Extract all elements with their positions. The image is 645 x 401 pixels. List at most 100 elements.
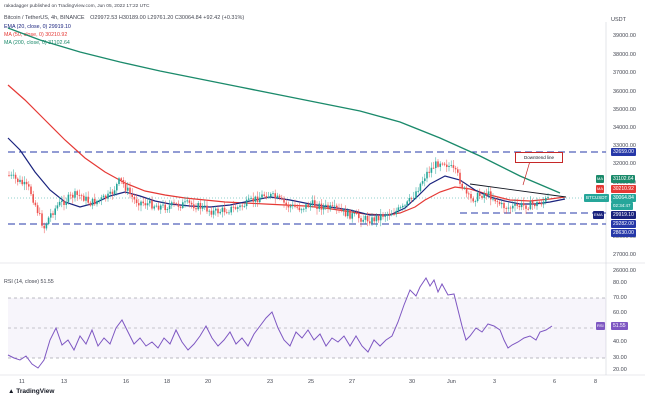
candle-up — [483, 193, 485, 198]
candle-down — [179, 206, 182, 208]
candle-up — [333, 205, 336, 207]
ohlc-values: O29972.53 H30189.00 L29761.20 C30064.84 … — [90, 15, 245, 21]
callout-pointer — [522, 160, 531, 186]
candle-down — [307, 204, 309, 208]
rsi-tick: 60.00 — [613, 310, 627, 316]
candle-up — [212, 210, 215, 215]
candle-up — [186, 200, 188, 202]
candle-up — [230, 206, 232, 213]
candle-up — [221, 207, 224, 212]
candle-up — [292, 204, 294, 207]
candle-down — [437, 161, 439, 167]
rsi-tick: 20.00 — [613, 367, 627, 373]
candle-up — [415, 191, 417, 198]
candle-up — [476, 192, 479, 202]
downtrend-annotation[interactable]: Downtrend line — [515, 152, 563, 163]
candle-down — [111, 191, 114, 195]
candle-up — [254, 196, 257, 202]
candle-down — [327, 204, 329, 209]
rsi-legend[interactable]: RSI (14, close) 51.55 — [4, 279, 54, 285]
candle-down — [217, 208, 219, 214]
candle-down — [344, 209, 347, 217]
candle-up — [215, 208, 217, 211]
candle-down — [338, 208, 340, 210]
candle-up — [362, 219, 364, 222]
candle-up — [91, 198, 94, 206]
price-tick: 34000.00 — [613, 125, 636, 131]
candle-up — [116, 183, 118, 191]
legend-ma200[interactable]: MA (200, close, 0) 31102.64 — [4, 40, 70, 46]
candle-up — [474, 201, 477, 202]
time-tick: 8 — [594, 379, 598, 385]
candle-up — [276, 195, 279, 198]
candle-down — [454, 167, 457, 170]
candle-down — [226, 212, 228, 214]
candle-down — [294, 204, 296, 207]
logo-text: TradingView — [16, 388, 55, 395]
candle-down — [518, 205, 521, 208]
tradingview-logo[interactable]: ▲ TradingView — [8, 388, 54, 395]
candle-down — [461, 183, 463, 188]
candle-down — [76, 191, 78, 195]
candle-up — [168, 205, 171, 210]
candle-down — [138, 203, 140, 206]
candle-down — [281, 197, 283, 199]
candle-down — [234, 207, 237, 209]
candle-up — [228, 212, 230, 214]
candle-up — [439, 163, 441, 167]
legend-ma50[interactable]: MA (50, close, 0) 30210.92 — [4, 32, 68, 38]
candle-up — [162, 204, 164, 206]
candlestick-series — [8, 157, 549, 234]
candle-down — [52, 213, 54, 215]
ma50-price-tag: 30210.92 — [611, 185, 636, 193]
candle-up — [520, 203, 523, 208]
price-tick: 33000.00 — [613, 143, 636, 149]
candle-down — [41, 213, 43, 226]
candle-up — [184, 201, 186, 203]
candle-up — [237, 207, 239, 209]
candle-down — [122, 180, 125, 185]
time-tick: 30 — [409, 379, 416, 385]
candle-down — [193, 204, 195, 209]
price-tick: 38000.00 — [613, 52, 636, 58]
candle-up — [305, 204, 307, 209]
candle-down — [133, 196, 136, 200]
candle-up — [408, 198, 411, 202]
candle-up — [325, 204, 327, 207]
candle-up — [61, 200, 63, 202]
candle-down — [164, 204, 166, 211]
candle-down — [17, 178, 19, 182]
time-tick: 3 — [493, 379, 497, 385]
candle-down — [177, 203, 180, 207]
price-tick: 32000.00 — [613, 161, 636, 167]
candle-down — [505, 208, 507, 209]
candle-up — [149, 200, 151, 204]
candle-down — [72, 194, 74, 198]
candle-down — [525, 205, 527, 209]
candle-down — [188, 200, 191, 203]
candle-up — [351, 213, 353, 219]
candle-down — [124, 184, 127, 191]
candle-up — [402, 205, 404, 208]
candle-up — [395, 210, 397, 215]
candle-up — [85, 196, 87, 201]
candle-up — [102, 195, 105, 198]
candle-up — [406, 201, 408, 206]
candle-down — [534, 204, 536, 207]
candle-up — [261, 194, 263, 198]
candle-down — [195, 208, 197, 210]
candle-up — [424, 178, 426, 182]
candle-down — [459, 172, 461, 184]
candle-down — [8, 175, 10, 176]
candle-down — [78, 194, 81, 196]
candle-down — [25, 181, 28, 185]
candle-down — [316, 206, 318, 209]
candle-down — [241, 205, 243, 207]
candle-up — [353, 213, 356, 214]
candle-up — [118, 178, 120, 184]
legend-ema20[interactable]: EMA (20, close, 0) 29919.10 — [4, 24, 71, 30]
ma50-tag-label: MA — [596, 185, 604, 193]
candle-down — [252, 198, 254, 202]
candle-up — [109, 191, 111, 194]
